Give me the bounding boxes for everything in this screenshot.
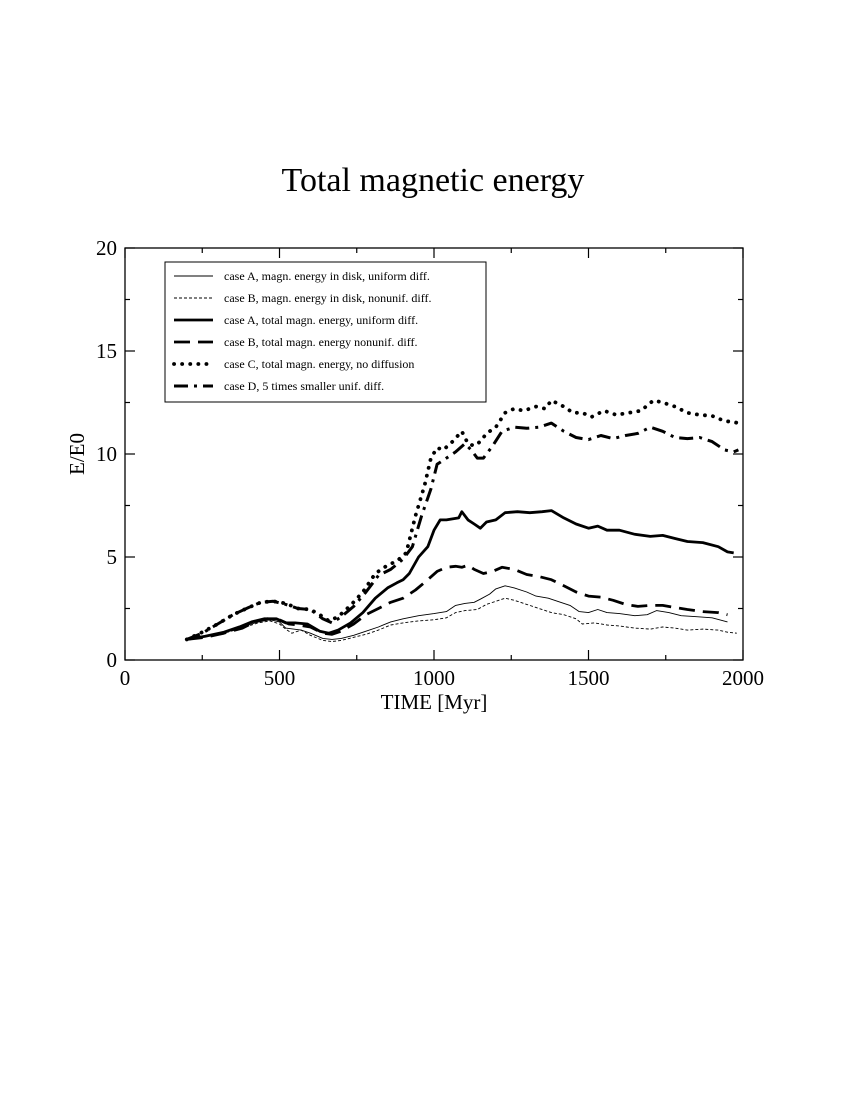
series-line-6 <box>186 421 739 641</box>
axis-ticks <box>124 247 744 661</box>
x-tick-label: 1500 <box>568 666 610 690</box>
x-axis-label: TIME [Myr] <box>381 690 488 714</box>
y-axis-label: E/E0 <box>65 433 89 475</box>
x-tick-label: 1000 <box>413 666 455 690</box>
series-line-4 <box>186 563 728 641</box>
y-tick-label: 15 <box>96 339 117 363</box>
series-lines <box>184 398 741 642</box>
series-line-3 <box>186 509 734 641</box>
x-tick-label: 500 <box>264 666 296 690</box>
legend-label-4: case B, total magn. energy nonunif. diff… <box>224 335 418 349</box>
series-line-2 <box>186 597 737 642</box>
y-tick-label: 20 <box>96 236 117 260</box>
legend-label-3: case A, total magn. energy, uniform diff… <box>224 313 418 327</box>
y-tick-label: 5 <box>107 545 118 569</box>
legend-label-2: case B, magn. energy in disk, nonunif. d… <box>224 291 432 305</box>
chart-title: Total magnetic energy <box>282 162 585 199</box>
y-tick-label: 10 <box>96 442 117 466</box>
series-line-1 <box>186 585 728 640</box>
legend: case A, magn. energy in disk, uniform di… <box>164 261 487 403</box>
series-line-5 <box>184 398 741 642</box>
legend-label-6: case D, 5 times smaller unif. diff. <box>224 379 384 393</box>
y-tick-label: 0 <box>107 648 118 672</box>
axis-tick-labels: 0 500 1000 1500 2000 0 5 10 15 20 <box>96 236 764 690</box>
x-tick-label: 0 <box>120 666 131 690</box>
legend-label-5: case C, total magn. energy, no diffusion <box>224 357 414 371</box>
legend-label-1: case A, magn. energy in disk, uniform di… <box>224 269 430 283</box>
x-tick-label: 2000 <box>722 666 764 690</box>
legend-box <box>164 261 487 403</box>
